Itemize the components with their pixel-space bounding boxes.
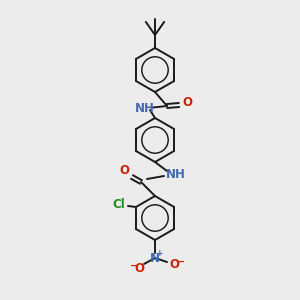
Text: −: −: [130, 261, 138, 271]
Text: O: O: [119, 164, 129, 178]
Text: NH: NH: [166, 167, 186, 181]
Text: −: −: [177, 257, 185, 267]
Text: O: O: [134, 262, 144, 275]
Text: O: O: [169, 257, 179, 271]
Text: NH: NH: [135, 101, 155, 115]
Text: N: N: [150, 251, 160, 265]
Text: Cl: Cl: [112, 197, 125, 211]
Text: O: O: [182, 97, 192, 110]
Text: +: +: [156, 248, 164, 257]
